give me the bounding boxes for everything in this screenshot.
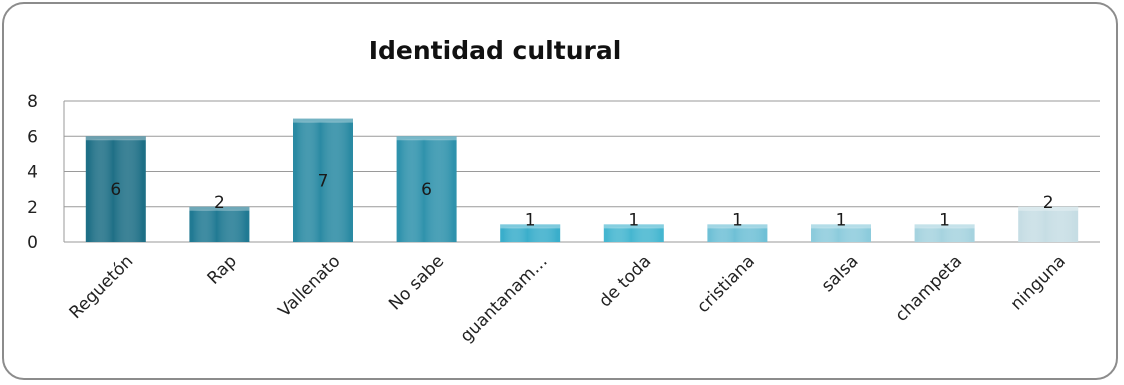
y-axis: 0 2 4 6 8 [27, 92, 65, 253]
data-labels: 6 2 7 6 1 1 1 1 1 2 [110, 171, 1053, 230]
chart-frame [2, 2, 1118, 380]
y-tick-label: 2 [27, 198, 38, 218]
bar-highlight [296, 121, 350, 242]
data-label: 6 [110, 180, 121, 200]
bar-top-bevel [396, 136, 457, 141]
data-label: 1 [836, 210, 847, 230]
bar-highlight [503, 227, 558, 242]
bar-top-bevel [1018, 206, 1079, 211]
bar-top-bevel [603, 224, 664, 229]
data-label: 1 [939, 210, 950, 230]
bar-highlight [710, 227, 765, 242]
bar-highlight [192, 209, 247, 242]
y-tick-label: 0 [27, 233, 38, 253]
bar-highlight [88, 139, 143, 242]
bar-highlight [1021, 209, 1076, 242]
data-label: 2 [1043, 193, 1054, 213]
bar-top-bevel [189, 206, 250, 211]
data-label: 2 [214, 193, 225, 213]
data-label: 6 [421, 180, 432, 200]
bar-top-bevel [811, 224, 871, 229]
category-label: ninguna [1007, 251, 1070, 314]
bar-top-bevel [85, 136, 146, 141]
category-label: Rap [204, 251, 241, 288]
category-label: guantanam… [457, 251, 552, 346]
y-tick-label: 6 [27, 127, 38, 147]
y-tick-label: 4 [27, 163, 38, 183]
y-tick-label: 8 [27, 92, 38, 112]
bar-highlight [917, 227, 972, 242]
data-label: 1 [732, 210, 743, 230]
category-label: champeta [892, 251, 967, 326]
category-label: salsa [818, 251, 863, 296]
chart-title: Identidad cultural [369, 36, 622, 65]
bar-highlight [814, 227, 868, 242]
category-label: cristiana [693, 251, 759, 317]
bar-top-bevel [707, 224, 768, 229]
category-label: de toda [595, 251, 655, 311]
bar-top-bevel [914, 224, 975, 229]
data-label: 1 [628, 210, 639, 230]
data-label: 7 [318, 171, 329, 191]
x-axis: Reguetón Rap Vallenato No sabe guantanam… de … [66, 251, 1070, 346]
bars [85, 118, 1079, 242]
bar-highlight [606, 227, 661, 242]
category-label: No sabe [385, 251, 448, 314]
category-label: Vallenato [275, 251, 345, 321]
data-label: 1 [525, 210, 536, 230]
category-label: Reguetón [66, 251, 138, 323]
bar-highlight [399, 139, 454, 242]
bar-top-bevel [293, 118, 353, 123]
bar-top-bevel [500, 224, 561, 229]
